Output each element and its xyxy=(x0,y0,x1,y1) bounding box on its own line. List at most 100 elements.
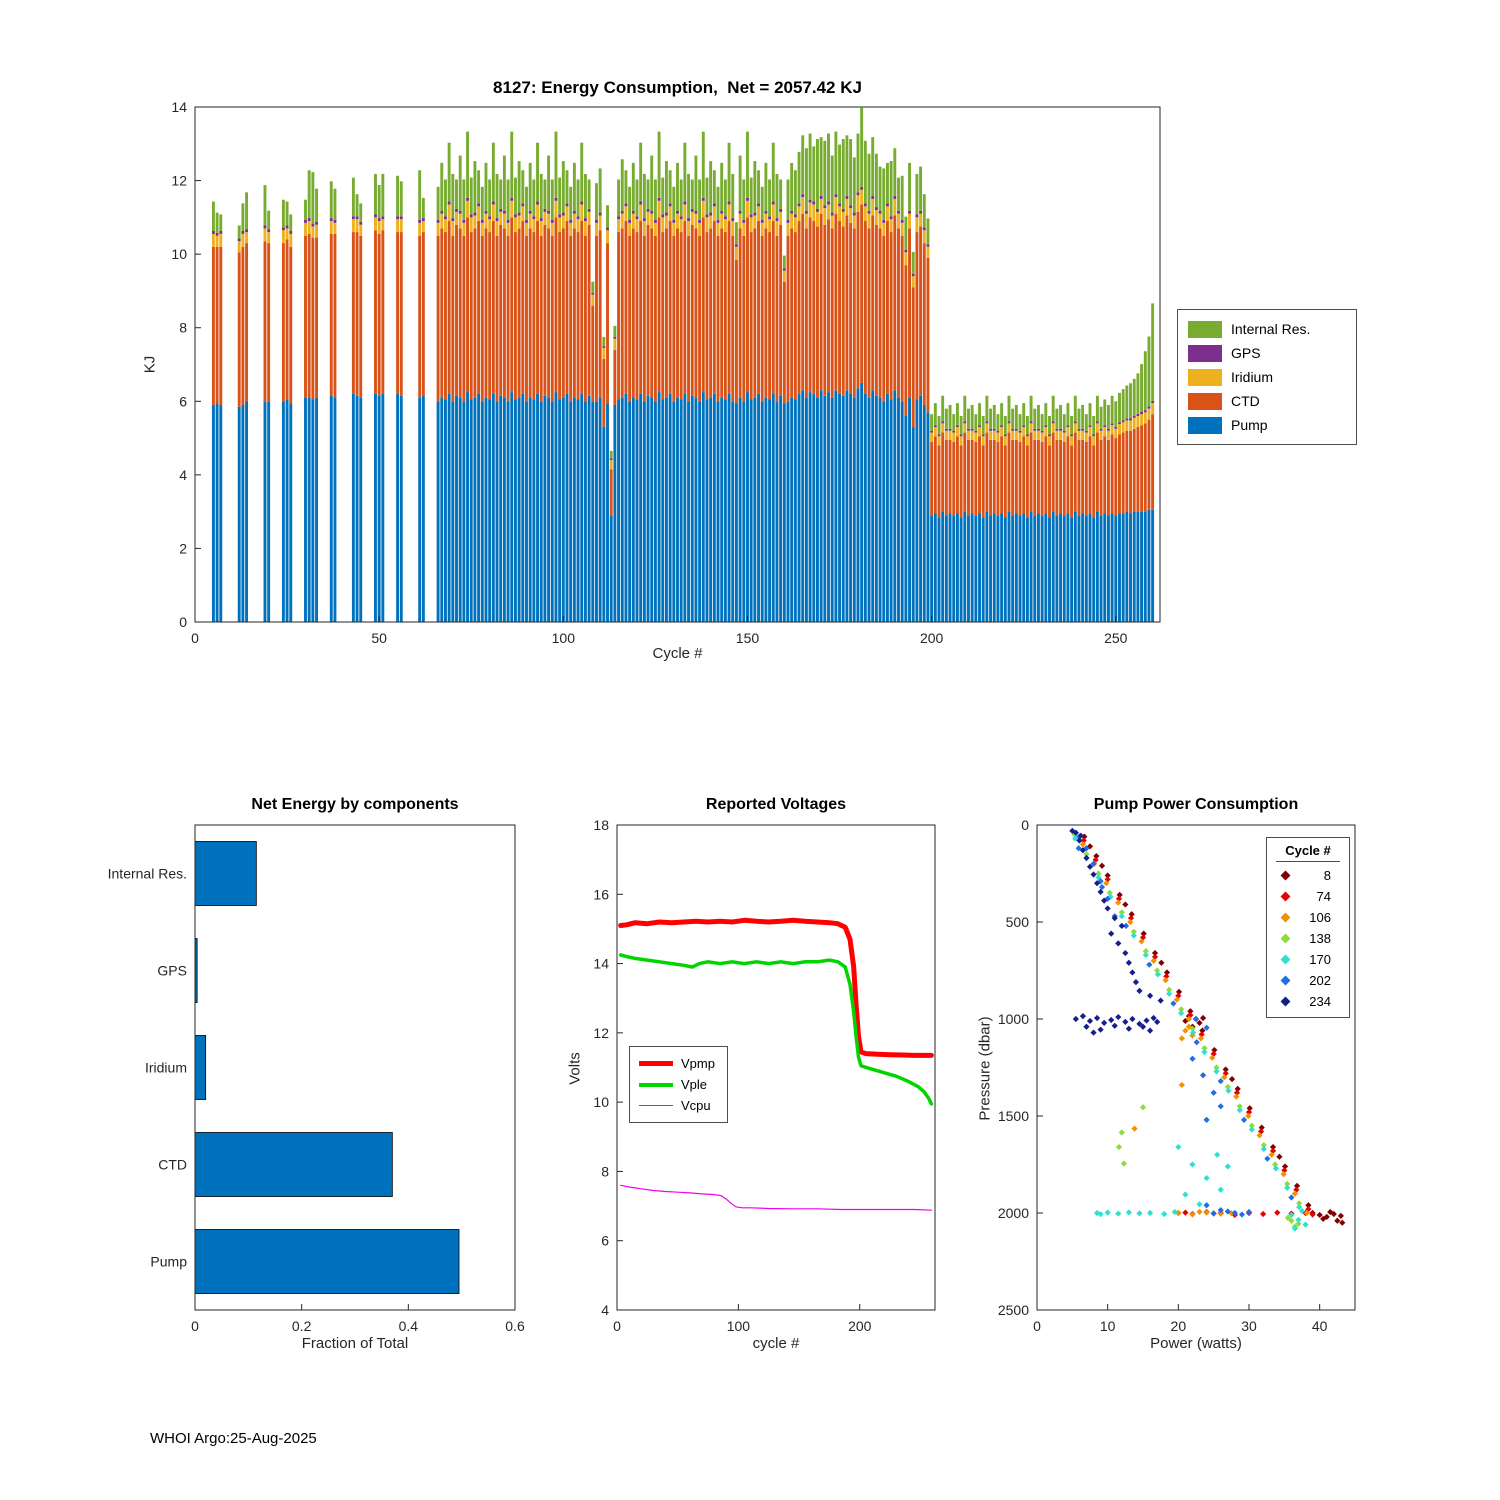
stacked-bar-segment xyxy=(753,212,757,216)
stacked-bar-segment xyxy=(926,246,930,258)
stacked-bar-segment xyxy=(760,401,764,622)
stacked-bar-segment xyxy=(281,199,285,228)
scatter-point-cycle-234 xyxy=(1115,940,1122,947)
stacked-bar-segment xyxy=(919,226,923,396)
stacked-bar-segment xyxy=(922,227,926,231)
stacked-bar-segment xyxy=(609,469,613,516)
stacked-bar-segment xyxy=(462,219,466,223)
y-tick-label: 10 xyxy=(171,246,187,262)
stacked-bar-segment xyxy=(1062,432,1066,442)
stacked-bar-segment xyxy=(672,235,676,402)
stacked-bar-segment xyxy=(444,232,447,400)
stacked-bar-segment xyxy=(569,219,573,223)
stacked-bar-segment xyxy=(539,401,543,622)
stacked-bar-segment xyxy=(937,434,941,437)
stacked-bar-segment xyxy=(1114,428,1118,439)
scatter-point-cycle-106 xyxy=(1189,1211,1196,1218)
stacked-bar-segment xyxy=(845,215,849,391)
stacked-bar-segment xyxy=(1140,511,1144,622)
stacked-bar-segment xyxy=(1077,439,1081,516)
stacked-bar-segment xyxy=(849,393,853,622)
scatter-point-cycle-234 xyxy=(1146,1027,1154,1034)
x-tick-label: 30 xyxy=(1241,1318,1257,1334)
stacked-bar-segment xyxy=(878,213,882,229)
stacked-bar-segment xyxy=(922,230,926,244)
stacked-bar-segment xyxy=(764,213,768,229)
stacked-bar-segment xyxy=(451,221,455,236)
stacked-bar-segment xyxy=(1125,385,1129,419)
scatter-point-cycle-138 xyxy=(1284,1214,1291,1221)
stacked-bar-segment xyxy=(1040,515,1044,622)
stacked-bar-segment xyxy=(970,404,974,429)
voltage-line-vple xyxy=(618,953,934,1106)
stacked-bar-segment xyxy=(797,393,801,622)
stacked-bar-segment xyxy=(1011,439,1015,516)
legend-label: 202 xyxy=(1309,973,1331,988)
stacked-bar-segment xyxy=(992,428,996,431)
stacked-bar-segment xyxy=(377,218,381,222)
stacked-bar-segment xyxy=(609,458,613,461)
stacked-bar-segment xyxy=(768,232,772,400)
stacked-bar-segment xyxy=(930,441,934,516)
scatter-point-cycle-234 xyxy=(1077,832,1084,839)
energy-xlabel: Cycle # xyxy=(652,645,703,662)
scatter-point-cycle-138 xyxy=(1083,851,1090,858)
stacked-bar-segment xyxy=(867,228,871,398)
stacked-bar-segment xyxy=(922,243,926,405)
stacked-bar-segment xyxy=(543,179,547,209)
stacked-bar-segment xyxy=(804,210,808,214)
stacked-bar-segment xyxy=(444,399,447,622)
stacked-bar-segment xyxy=(539,173,543,219)
legend-label: 234 xyxy=(1309,994,1331,1009)
stacked-bar-segment xyxy=(705,399,709,622)
x-tick-label: 0.2 xyxy=(292,1318,312,1334)
stacked-bar-segment xyxy=(602,427,606,622)
stacked-bar-segment xyxy=(215,246,219,404)
stacked-bar-segment xyxy=(561,212,565,216)
stacked-bar-segment xyxy=(499,179,503,209)
stacked-bar-segment xyxy=(646,208,650,212)
stacked-bar-segment xyxy=(775,173,779,219)
stacked-bar-segment xyxy=(915,173,919,215)
stacked-bar-segment xyxy=(1132,378,1136,416)
stacked-bar-segment xyxy=(484,397,488,622)
stacked-bar-segment xyxy=(502,155,506,211)
x-tick-label: 10 xyxy=(1100,1318,1116,1334)
stacked-bar-segment xyxy=(830,228,834,398)
scatter-point-cycle-202 xyxy=(1189,1055,1196,1062)
stacked-bar-segment xyxy=(723,216,727,220)
stacked-bar-segment xyxy=(753,161,757,213)
stacked-bar-segment xyxy=(241,233,245,247)
stacked-bar-segment xyxy=(528,162,532,211)
stacked-bar-segment xyxy=(480,222,484,236)
stacked-bar-segment xyxy=(690,179,694,209)
stacked-bar-segment xyxy=(451,235,455,402)
stacked-bar-segment xyxy=(650,210,654,214)
stacked-bar-segment xyxy=(1059,430,1063,440)
stacked-bar-segment xyxy=(554,392,558,622)
stacked-bar-segment xyxy=(808,217,812,393)
stacked-bar-segment xyxy=(620,159,624,211)
scatter-point-cycle-8 xyxy=(1228,1076,1236,1083)
stacked-bar-segment xyxy=(816,226,819,398)
stacked-bar-segment xyxy=(967,408,970,429)
stacked-bar-segment xyxy=(506,219,510,223)
stacked-bar-segment xyxy=(591,281,595,293)
stacked-bar-segment xyxy=(989,515,993,622)
scatter-point-cycle-74 xyxy=(1163,973,1170,980)
stacked-bar-segment xyxy=(1007,421,1011,424)
stacked-bar-segment xyxy=(502,213,506,229)
stacked-bar-segment xyxy=(311,223,315,227)
stacked-bar-segment xyxy=(473,228,477,398)
scatter-point-cycle-170 xyxy=(1236,1107,1243,1114)
internal-res-swatch xyxy=(1188,320,1222,338)
y-tick-label: 0 xyxy=(179,614,187,630)
legend-item-vple: Vple xyxy=(639,1074,715,1095)
stacked-bar-segment xyxy=(613,349,617,405)
stacked-bar-segment xyxy=(1088,425,1092,428)
scatter-point-cycle-138 xyxy=(1120,1160,1128,1167)
stacked-bar-segment xyxy=(539,221,543,236)
stacked-bar-segment xyxy=(1106,515,1110,622)
stacked-bar-segment xyxy=(860,382,864,622)
stacked-bar-segment xyxy=(963,395,967,422)
